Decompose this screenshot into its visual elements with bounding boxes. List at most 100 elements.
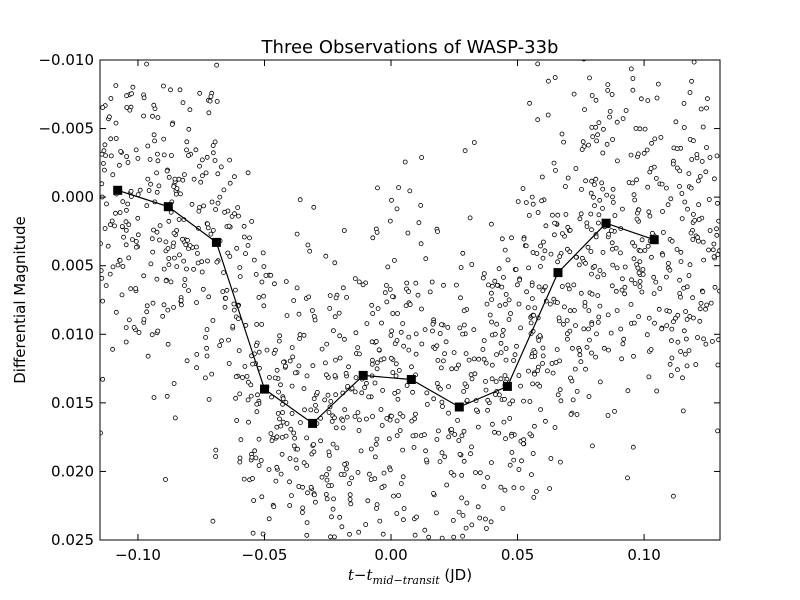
data-point — [387, 218, 393, 224]
data-point — [180, 177, 186, 183]
data-point — [387, 417, 393, 423]
data-point — [711, 254, 717, 260]
data-point — [584, 220, 590, 226]
data-point — [552, 425, 558, 430]
data-point — [266, 516, 272, 522]
data-point — [301, 386, 307, 392]
data-point — [446, 384, 451, 390]
data-point — [375, 185, 380, 191]
data-point — [593, 176, 599, 182]
data-point — [492, 429, 497, 435]
data-point — [589, 178, 594, 184]
data-point — [471, 327, 477, 333]
data-point — [289, 411, 295, 416]
data-point — [391, 493, 396, 499]
data-point — [630, 76, 636, 81]
data-point — [609, 92, 615, 97]
data-point — [407, 302, 413, 307]
data-point — [545, 368, 550, 374]
data-point — [515, 199, 521, 205]
y-tick-label: 0.005 — [51, 257, 94, 275]
data-point — [180, 100, 186, 106]
data-point — [168, 153, 174, 158]
data-point — [667, 308, 672, 314]
data-point — [687, 90, 693, 95]
data-point — [332, 415, 337, 421]
data-point — [307, 248, 313, 254]
data-point — [488, 221, 494, 227]
data-point — [475, 504, 481, 510]
data-point — [237, 391, 243, 397]
data-point — [521, 398, 526, 404]
data-point — [222, 209, 228, 215]
data-point — [532, 423, 537, 429]
data-point — [599, 180, 605, 186]
data-point — [596, 314, 602, 320]
data-point — [278, 423, 284, 429]
data-point — [133, 286, 139, 291]
data-point — [579, 34, 583, 38]
data-point — [117, 257, 123, 263]
data-point — [305, 242, 311, 248]
data-point — [217, 343, 223, 348]
data-point — [608, 330, 614, 336]
data-point — [369, 361, 375, 367]
data-point — [553, 360, 559, 365]
x-axis-label: t−tmid−transit (JD) — [348, 566, 472, 587]
data-point — [507, 401, 513, 407]
data-point — [176, 217, 182, 222]
data-point — [394, 206, 400, 212]
data-point — [331, 534, 337, 540]
data-point — [457, 325, 463, 331]
data-point — [294, 231, 300, 237]
data-point — [683, 336, 689, 342]
data-point — [204, 353, 210, 359]
data-point — [194, 250, 200, 256]
data-point — [154, 151, 160, 157]
data-point — [678, 259, 684, 265]
data-point — [625, 388, 631, 394]
data-point — [615, 158, 620, 164]
data-point — [511, 457, 517, 463]
binned-point — [406, 375, 416, 384]
data-point — [259, 494, 265, 500]
data-point — [664, 185, 669, 191]
data-point — [359, 390, 365, 396]
data-point — [168, 279, 174, 285]
data-point — [534, 488, 539, 494]
data-point — [480, 275, 486, 281]
data-point — [679, 191, 685, 196]
data-point — [518, 383, 523, 389]
data-point — [145, 353, 151, 359]
data-point — [332, 373, 338, 379]
data-point — [499, 284, 505, 290]
data-point — [439, 450, 445, 456]
data-point — [396, 185, 402, 191]
data-point — [291, 298, 297, 304]
data-point — [281, 359, 286, 365]
data-point — [343, 466, 349, 472]
data-point — [241, 234, 247, 240]
data-point — [595, 132, 600, 138]
data-point — [166, 256, 172, 261]
data-point — [324, 472, 330, 477]
data-point — [182, 277, 188, 282]
data-point — [137, 43, 141, 47]
data-point — [133, 238, 139, 244]
data-point — [152, 138, 158, 144]
data-point — [419, 306, 424, 312]
data-point — [355, 410, 361, 416]
data-point — [324, 496, 330, 502]
data-point — [556, 315, 562, 321]
data-point — [614, 308, 620, 314]
data-point — [222, 304, 228, 310]
data-point — [311, 396, 317, 402]
data-point — [263, 273, 269, 278]
data-point — [184, 139, 190, 145]
data-point — [293, 457, 299, 463]
data-point — [620, 116, 626, 121]
data-point — [127, 107, 133, 113]
data-point — [582, 303, 588, 309]
data-point — [245, 170, 251, 176]
data-point — [595, 293, 601, 299]
